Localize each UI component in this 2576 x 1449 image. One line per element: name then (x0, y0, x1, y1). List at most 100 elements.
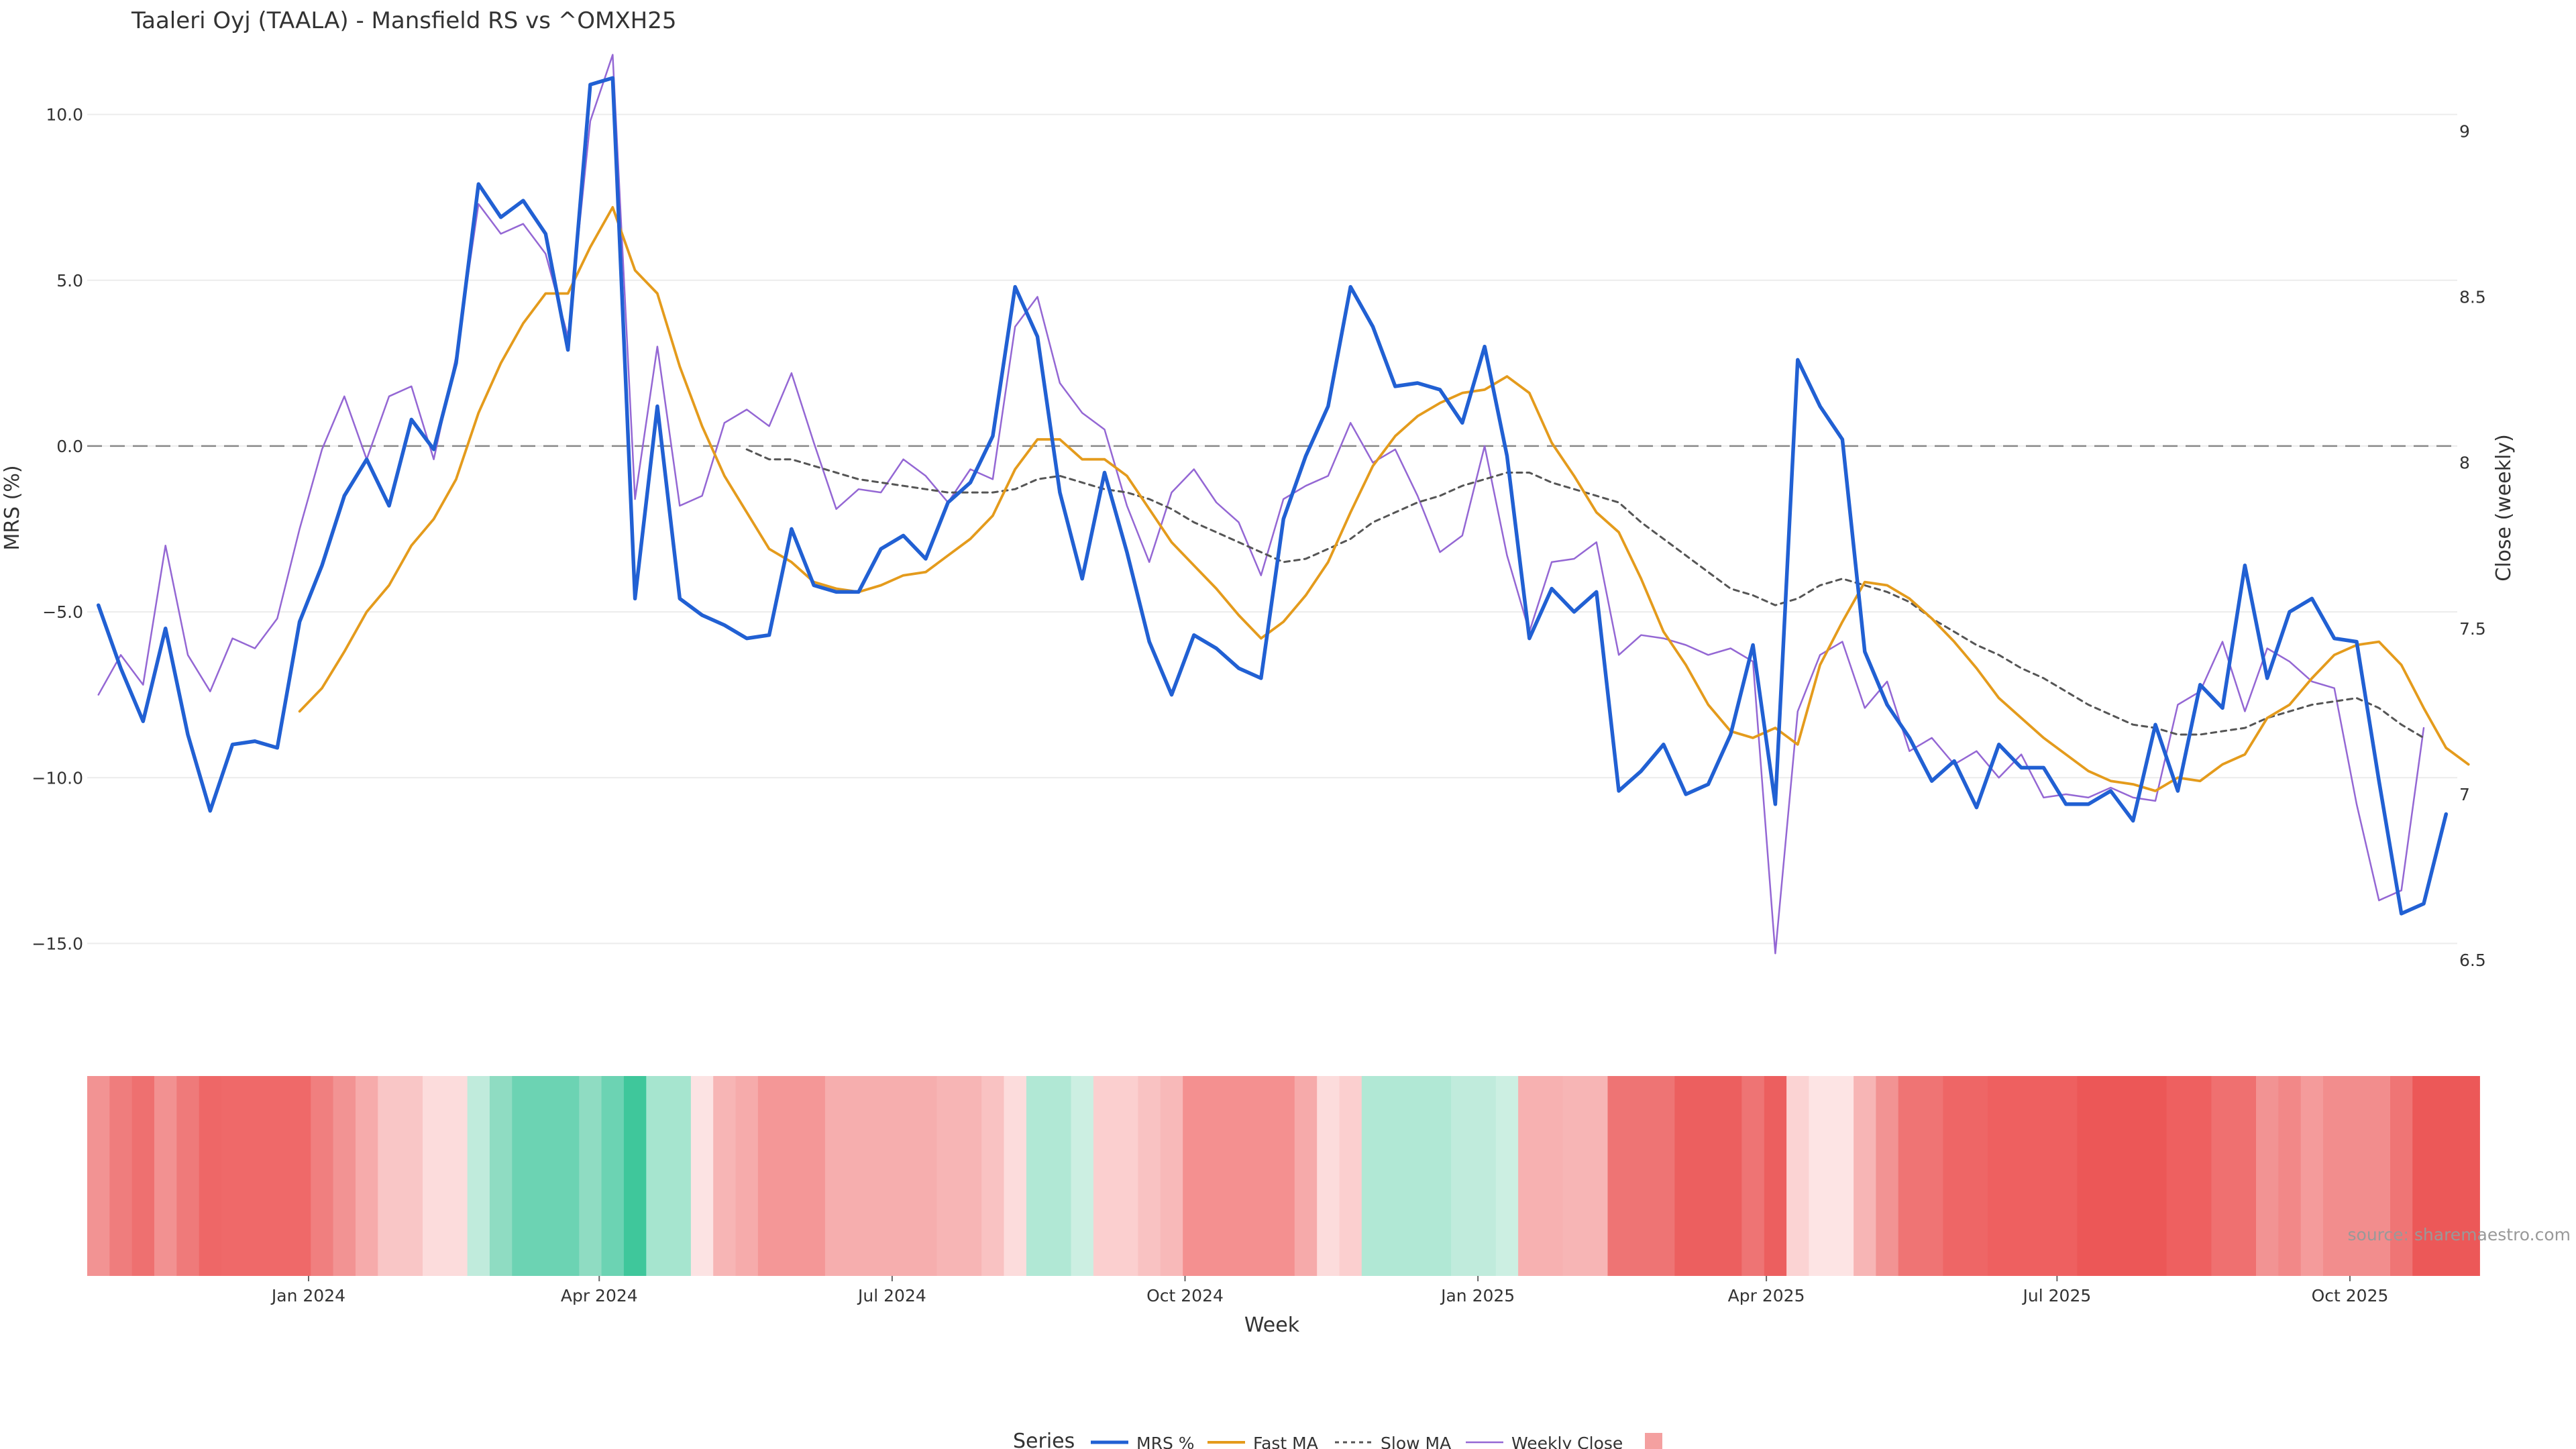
heatmap-cell (1071, 1076, 1094, 1276)
heatmap-cell (1876, 1076, 1899, 1276)
heatmap-cell (2256, 1076, 2279, 1276)
series-line-mrs (96, 76, 2449, 916)
heatmap-cell (2278, 1076, 2302, 1276)
heatmap-cell (936, 1076, 982, 1276)
heatmap-cell (1451, 1076, 1497, 1276)
heatmap-cell (423, 1076, 468, 1276)
right-axis-label: Close (weekly) (2492, 434, 2516, 582)
x-tick-label: Jan 2025 (1440, 1286, 1515, 1305)
heatmap-cell (1854, 1076, 1876, 1276)
heatmap-cell (356, 1076, 378, 1276)
heatmap-cell (1562, 1076, 1609, 1276)
legend-item-weekly-close[interactable]: Weekly Close (1511, 1434, 1623, 1449)
x-tick-label: Oct 2025 (2312, 1286, 2389, 1305)
heatmap-cell (2390, 1076, 2413, 1276)
x-tick-label: Apr 2024 (561, 1286, 638, 1305)
series-line-weekly-close (97, 54, 2425, 955)
right-axis-ticks: 9 8.5 8 7.5 7 6.5 (2459, 121, 2486, 970)
heatmap-cell (1138, 1076, 1161, 1276)
chart-title: Taaleri Oyj (TAALA) - Mansfield RS vs ^O… (131, 7, 677, 34)
x-tick-label: Jan 2024 (270, 1286, 345, 1305)
right-tick-label: 7.5 (2459, 619, 2486, 639)
heatmap-cell (1361, 1076, 1452, 1276)
right-tick-label: 8.5 (2459, 287, 2486, 307)
heatmap-cell (579, 1076, 602, 1276)
x-tick-label: Apr 2025 (1728, 1286, 1805, 1305)
heatmap-cell (1674, 1076, 1742, 1276)
left-tick-label: −10.0 (32, 768, 83, 788)
heatmap-cell (1607, 1076, 1676, 1276)
heatmap-cell (1943, 1076, 1988, 1276)
source-credit: source: sharemaestro.com (2348, 1225, 2571, 1244)
x-tick-label: Jul 2025 (2022, 1286, 2092, 1305)
heatmap-cell (109, 1076, 133, 1276)
legend[interactable]: Series MRS % Fast MA Slow MA Weekly Clos… (1013, 1430, 1662, 1449)
heatmap-cell (221, 1076, 311, 1276)
heatmap-cell (690, 1076, 714, 1276)
heatmap-cell (1518, 1076, 1564, 1276)
heatmap-cell (757, 1076, 826, 1276)
right-tick-label: 8 (2459, 453, 2470, 473)
heatmap-cell (333, 1076, 356, 1276)
left-tick-label: 10.0 (46, 105, 83, 125)
heatmap-cell (87, 1076, 110, 1276)
heatmap-cell (735, 1076, 759, 1276)
left-axis-ticks: 10.0 5.0 0.0 −5.0 −10.0 −15.0 (32, 105, 83, 954)
heatmap-cell (1809, 1076, 1854, 1276)
heatmap-cell (623, 1076, 647, 1276)
heatmap-cell (131, 1076, 155, 1276)
heatmap-cell (1339, 1076, 1362, 1276)
left-axis-label: MRS (%) (1, 465, 24, 550)
heatmap-cell (1786, 1076, 1809, 1276)
legend-item-slow-ma[interactable]: Slow MA (1381, 1434, 1451, 1449)
x-tick-label: Oct 2024 (1146, 1286, 1224, 1305)
heatmap-cell (176, 1076, 200, 1276)
heatmap-cell (1741, 1076, 1765, 1276)
heatmap-cell (2166, 1076, 2212, 1276)
heatmap-cell (2323, 1076, 2391, 1276)
heatmap-cell (1160, 1076, 1183, 1276)
heatmap-cell (1294, 1076, 1318, 1276)
x-axis-label: Week (1244, 1313, 1300, 1337)
heatmap-cell (489, 1076, 513, 1276)
heatmap-cell (601, 1076, 625, 1276)
legend-item-mrs[interactable]: MRS % (1136, 1434, 1195, 1449)
legend-item-fast-ma[interactable]: Fast MA (1253, 1434, 1318, 1449)
heatmap-cell (467, 1076, 490, 1276)
heatmap-strip (87, 1076, 2480, 1276)
series-lines (96, 54, 2470, 955)
heatmap-cell (1898, 1076, 1943, 1276)
left-tick-label: 5.0 (56, 271, 83, 290)
heatmap-cell (1026, 1076, 1072, 1276)
heatmap-cell (1004, 1076, 1027, 1276)
x-tick-label: Jul 2024 (857, 1286, 926, 1305)
legend-title: Series (1013, 1430, 1075, 1449)
left-tick-label: 0.0 (56, 437, 83, 456)
heatmap-cell (824, 1076, 938, 1276)
heatmap-cell (981, 1076, 1005, 1276)
left-tick-label: −5.0 (42, 602, 83, 622)
heatmap-cell (512, 1076, 580, 1276)
heatmap-cell (1093, 1076, 1139, 1276)
heatmap-cell (199, 1076, 222, 1276)
right-tick-label: 7 (2459, 785, 2470, 804)
heatmap-cell (2412, 1076, 2480, 1276)
heatmap-cell (646, 1076, 692, 1276)
heatmap-cell (1317, 1076, 1340, 1276)
right-tick-label: 6.5 (2459, 951, 2486, 970)
heatmap-cell (2211, 1076, 2257, 1276)
heatmap-cell (2077, 1076, 2167, 1276)
heatmap-cell (1495, 1076, 1519, 1276)
series-line-fast-ma (298, 206, 2470, 792)
heatmap-cell (154, 1076, 177, 1276)
heatmap-cell (1764, 1076, 1787, 1276)
heatmap-cell (713, 1076, 737, 1276)
heatmap-cell (378, 1076, 423, 1276)
x-axis-ticks: Jan 2024 Apr 2024 Jul 2024 Oct 2024 Jan 2025… (270, 1276, 2388, 1305)
heatmap-cell (1988, 1076, 2078, 1276)
legend-swatch-heat (1645, 1433, 1662, 1449)
heatmap-cell (311, 1076, 334, 1276)
left-tick-label: −15.0 (32, 934, 83, 953)
